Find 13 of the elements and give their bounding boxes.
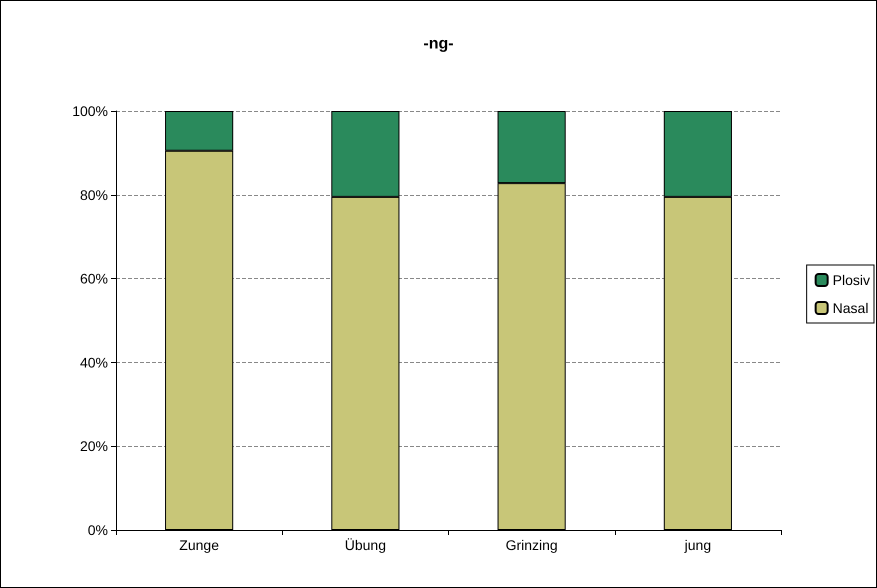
y-tick-label: 20%: [80, 438, 108, 454]
y-tick-label: 0%: [88, 522, 108, 538]
y-tick-label: 40%: [80, 354, 108, 370]
x-tick-label: jung: [684, 537, 712, 553]
legend-label: Nasal: [832, 300, 868, 316]
x-tick-label: Grinzing: [506, 537, 558, 553]
x-tick-label: Zunge: [179, 537, 220, 553]
y-tick-label: 60%: [80, 270, 108, 287]
y-tick-label: 80%: [80, 186, 108, 203]
chart-title: -ng-: [423, 36, 454, 52]
y-tick-label: 100%: [72, 103, 108, 119]
legend-label: Plosiv: [832, 272, 870, 288]
x-tick-label: Übung: [344, 537, 386, 553]
